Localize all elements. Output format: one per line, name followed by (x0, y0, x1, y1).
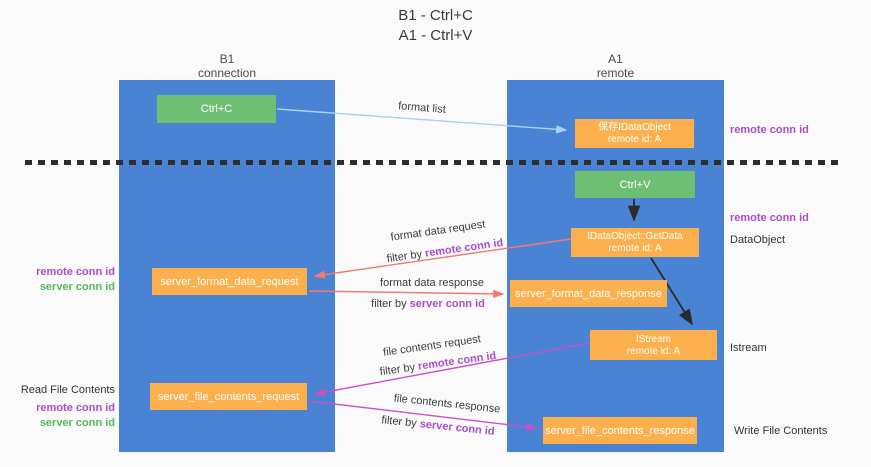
node-server-file-contents-request: server_file_contents_request (150, 383, 307, 410)
annotation-remote-conn-id-top: remote conn id (730, 124, 809, 136)
annotation-left-remote-conn-id-2: remote conn id (36, 402, 115, 414)
annotation-left-remote-conn-id-1: remote conn id (36, 266, 115, 278)
server-conn-id-highlight: server conn id (419, 418, 496, 438)
annotation-left-server-conn-id-1: server conn id (39, 281, 115, 293)
server-conn-id-highlight: server conn id (409, 298, 485, 310)
annotation-istream: Istream (730, 342, 767, 354)
edge-label-filter-by-server-2: filter by server conn id (381, 414, 495, 438)
node-ctrl-c: Ctrl+C (157, 95, 276, 123)
node-save-idataobject: 保存IDataObject remote id: A (575, 119, 694, 148)
node-server-file-contents-response-label: server_file_contents_response (545, 424, 695, 437)
annotation-left-server-conn-id-2: server conn id (39, 417, 115, 429)
title-line-1: B1 - Ctrl+C (398, 7, 473, 24)
node-istream: IStream remote id: A (590, 330, 717, 360)
node-idataobject-getdata: IDataObject::GetData remote id: A (571, 228, 699, 257)
phase-separator-dashed-line (25, 160, 838, 165)
arrow-format-data-response (308, 289, 505, 299)
lane-right-role: remote (596, 66, 635, 80)
edge-label-filter-by-server-1: filter by server conn id (371, 298, 485, 310)
title-line-2: A1 - Ctrl+V (398, 27, 473, 44)
node-ctrl-c-label: Ctrl+C (200, 103, 233, 115)
lane-right-name: A1 (608, 52, 623, 66)
annotation-write-file-contents: Write File Contents (734, 425, 828, 437)
remote-conn-id-highlight: remote conn id (424, 236, 504, 260)
node-istream-line1: IStream (635, 333, 671, 345)
node-getdata-line1: IDataObject::GetData (587, 231, 683, 242)
node-server-format-data-response: server_format_data_response (510, 280, 667, 307)
lane-left-role: connection (197, 66, 257, 80)
node-server-format-data-request-label: server_format_data_request (160, 275, 299, 288)
node-istream-line2: remote id: A (626, 345, 681, 357)
lane-left-name: B1 (219, 52, 235, 66)
node-server-file-contents-response: server_file_contents_response (543, 417, 697, 444)
edge-label-format-data-request: format data request (389, 218, 487, 244)
lane-header-a1-remote: A1 remote (507, 52, 724, 80)
node-server-format-data-request: server_format_data_request (152, 268, 307, 295)
node-save-idataobject-line2: remote id: A (607, 134, 662, 145)
edge-label-format-data-response: format data response (380, 277, 484, 289)
remote-conn-id-highlight: remote conn id (417, 349, 497, 373)
node-ctrl-v: Ctrl+V (575, 171, 695, 198)
filter-by-text: filter by (379, 360, 419, 379)
annotation-dataobject: DataObject (730, 234, 786, 246)
filter-by-text: filter by (380, 414, 421, 431)
edge-label-file-contents-response: file contents response (393, 392, 501, 416)
node-server-format-data-response-label: server_format_data_response (515, 287, 662, 300)
lane-header-b1-connection: B1 connection (119, 52, 335, 80)
filter-by-text: filter by (371, 298, 410, 310)
annotation-read-file-contents: Read File Contents (20, 384, 115, 396)
node-ctrl-v-label: Ctrl+V (619, 178, 651, 191)
annotation-remote-conn-id-mid: remote conn id (730, 212, 809, 224)
node-getdata-line2: remote id: A (608, 243, 662, 254)
edge-label-format-list: format list (397, 100, 447, 116)
node-save-idataobject-line1: 保存IDataObject (598, 122, 671, 133)
filter-by-text: filter by (386, 247, 426, 266)
diagram-title: B1 - Ctrl+C A1 - Ctrl+V (0, 6, 871, 46)
node-server-file-contents-request-label: server_file_contents_request (157, 390, 300, 403)
